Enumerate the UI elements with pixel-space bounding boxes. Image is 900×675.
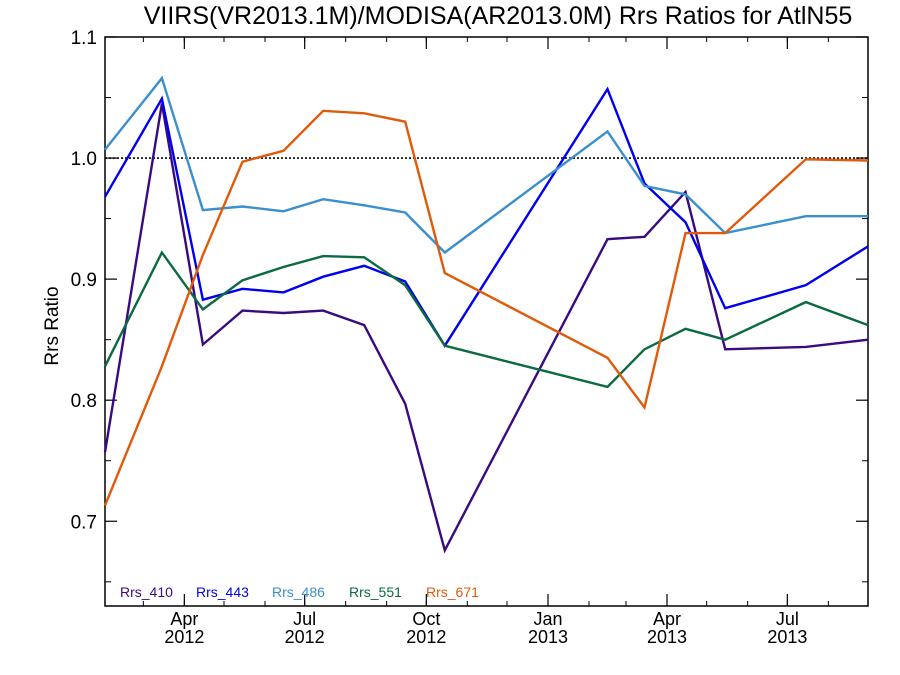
- series-line-rrs-486: [104, 75, 868, 255]
- x-tick-month: Apr: [653, 609, 681, 629]
- axes-frame: 0.70.80.91.01.1Apr2012Jul2012Oct2012Jan2…: [71, 28, 869, 647]
- y-axis-label: Rrs Ratio: [42, 286, 63, 365]
- y-tick-label: 1.1: [71, 28, 97, 49]
- y-tick-label: 0.7: [71, 512, 97, 533]
- x-tick-month: Jul: [776, 609, 799, 629]
- legend-item-rrs-443: Rrs_443: [196, 584, 249, 600]
- chart-title: VIIRS(VR2013.1M)/MODISA(AR2013.0M) Rrs R…: [144, 2, 853, 30]
- plot-frame: [104, 36, 869, 607]
- y-tick-label: 1.0: [71, 149, 97, 170]
- legend-item-rrs-410: Rrs_410: [120, 584, 173, 600]
- x-tick-year: 2012: [406, 627, 446, 647]
- series-line-rrs-671: [103, 109, 869, 506]
- legend-item-rrs-551: Rrs_551: [349, 584, 402, 600]
- series-line-rrs-551: [103, 250, 869, 389]
- x-tick-year: 2013: [647, 627, 687, 647]
- x-tick-month: Oct: [412, 609, 440, 629]
- y-tick-label: 0.8: [71, 391, 97, 412]
- y-tick-label: 0.9: [71, 270, 97, 291]
- series-line-rrs-410: [103, 103, 869, 554]
- legend: Rrs_410 Rrs_443 Rrs_486 Rrs_551 Rrs_671: [120, 584, 479, 600]
- series-layer: [103, 75, 869, 554]
- x-tick-year: 2012: [164, 627, 204, 647]
- legend-item-rrs-671: Rrs_671: [426, 584, 479, 600]
- x-tick-month: Apr: [170, 609, 198, 629]
- x-tick-year: 2013: [767, 627, 807, 647]
- legend-item-rrs-486: Rrs_486: [272, 584, 325, 600]
- x-tick-month: Jul: [293, 609, 316, 629]
- x-tick-year: 2013: [528, 627, 568, 647]
- x-tick-year: 2012: [285, 627, 325, 647]
- x-tick-month: Jan: [533, 609, 562, 629]
- series-line-rrs-443: [103, 86, 869, 348]
